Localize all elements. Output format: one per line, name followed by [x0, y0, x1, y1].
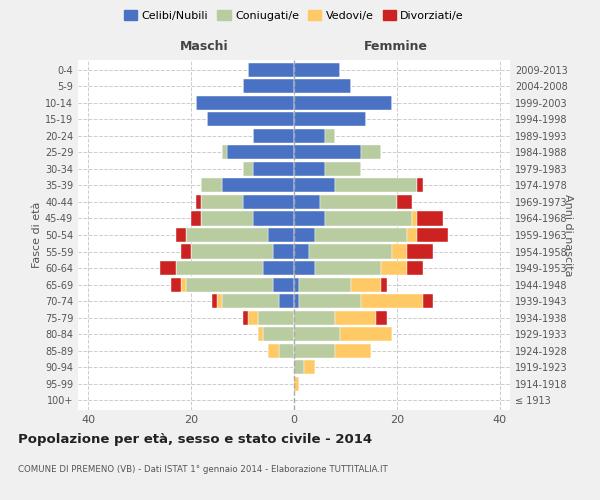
Bar	[222, 146, 227, 160]
Bar	[294, 344, 335, 357]
Bar	[274, 278, 294, 291]
Bar	[310, 244, 392, 258]
Bar	[361, 146, 382, 160]
Bar	[294, 162, 325, 176]
Bar	[299, 278, 350, 291]
Bar	[274, 244, 294, 258]
Bar	[361, 294, 422, 308]
Bar	[263, 327, 294, 341]
Bar	[196, 96, 294, 110]
Bar	[294, 178, 335, 192]
Bar	[299, 294, 361, 308]
Bar	[335, 178, 418, 192]
Bar	[176, 228, 186, 242]
Bar	[278, 344, 294, 357]
Bar	[418, 178, 422, 192]
Bar	[412, 212, 418, 226]
Bar	[418, 228, 448, 242]
Bar	[263, 261, 294, 275]
Bar	[294, 310, 335, 324]
Bar	[294, 112, 366, 126]
Bar	[186, 278, 274, 291]
Bar	[186, 228, 268, 242]
Bar	[222, 294, 278, 308]
Bar	[407, 261, 422, 275]
Text: Popolazione per età, sesso e stato civile - 2014: Popolazione per età, sesso e stato civil…	[18, 432, 372, 446]
Bar	[294, 261, 314, 275]
Bar	[294, 146, 361, 160]
Bar	[294, 212, 325, 226]
Bar	[304, 360, 314, 374]
Bar	[258, 327, 263, 341]
Bar	[335, 310, 376, 324]
Text: Maschi: Maschi	[179, 40, 229, 52]
Bar	[382, 261, 407, 275]
Bar	[202, 212, 253, 226]
Bar	[242, 195, 294, 209]
Bar	[294, 80, 350, 94]
Bar	[160, 261, 176, 275]
Bar	[294, 376, 299, 390]
Legend: Celibi/Nubili, Coniugati/e, Vedovi/e, Divorziati/e: Celibi/Nubili, Coniugati/e, Vedovi/e, Di…	[119, 6, 469, 25]
Bar	[314, 228, 407, 242]
Bar	[325, 129, 335, 143]
Bar	[253, 129, 294, 143]
Bar	[278, 294, 294, 308]
Bar	[242, 162, 253, 176]
Bar	[382, 278, 386, 291]
Bar	[294, 63, 340, 77]
Bar	[206, 112, 294, 126]
Bar	[294, 228, 314, 242]
Bar	[335, 344, 371, 357]
Bar	[196, 195, 202, 209]
Bar	[407, 244, 433, 258]
Bar	[242, 310, 248, 324]
Bar	[202, 195, 242, 209]
Bar	[191, 212, 202, 226]
Bar	[227, 146, 294, 160]
Y-axis label: Fasce di età: Fasce di età	[32, 202, 42, 268]
Bar	[191, 244, 274, 258]
Bar	[350, 278, 382, 291]
Bar	[242, 80, 294, 94]
Text: Femmine: Femmine	[364, 40, 428, 52]
Bar	[258, 310, 294, 324]
Bar	[268, 344, 278, 357]
Y-axis label: Anni di nascita: Anni di nascita	[563, 194, 573, 276]
Bar	[325, 162, 361, 176]
Bar	[294, 129, 325, 143]
Bar	[407, 228, 418, 242]
Bar	[217, 294, 222, 308]
Bar	[340, 327, 392, 341]
Bar	[320, 195, 397, 209]
Bar	[268, 228, 294, 242]
Bar	[397, 195, 412, 209]
Bar	[248, 310, 258, 324]
Bar	[253, 162, 294, 176]
Bar	[294, 278, 299, 291]
Bar	[325, 212, 412, 226]
Bar	[294, 327, 340, 341]
Bar	[294, 360, 304, 374]
Bar	[253, 212, 294, 226]
Bar	[314, 261, 382, 275]
Bar	[202, 178, 222, 192]
Bar	[170, 278, 181, 291]
Bar	[176, 261, 263, 275]
Bar	[294, 195, 320, 209]
Bar	[248, 63, 294, 77]
Bar	[212, 294, 217, 308]
Bar	[294, 294, 299, 308]
Bar	[181, 278, 186, 291]
Bar	[392, 244, 407, 258]
Bar	[294, 244, 310, 258]
Bar	[222, 178, 294, 192]
Bar	[294, 96, 392, 110]
Bar	[376, 310, 386, 324]
Bar	[422, 294, 433, 308]
Bar	[181, 244, 191, 258]
Text: COMUNE DI PREMENO (VB) - Dati ISTAT 1° gennaio 2014 - Elaborazione TUTTITALIA.IT: COMUNE DI PREMENO (VB) - Dati ISTAT 1° g…	[18, 466, 388, 474]
Bar	[418, 212, 443, 226]
